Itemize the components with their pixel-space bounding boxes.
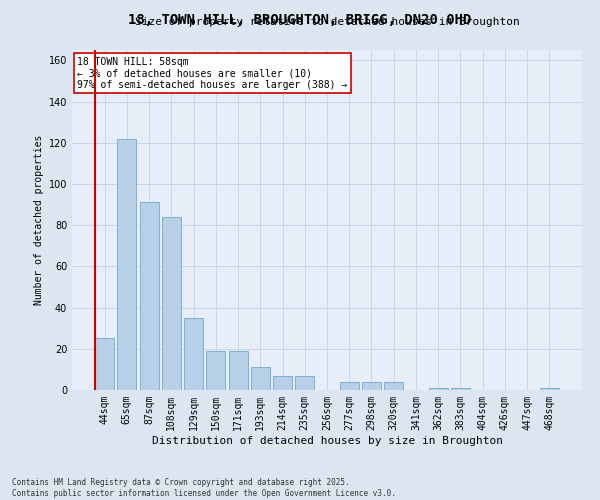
Bar [140, 202, 158, 390]
Text: 18, TOWN HILL, BROUGHTON, BRIGG, DN20 0HD: 18, TOWN HILL, BROUGHTON, BRIGG, DN20 0H… [128, 12, 472, 26]
Bar [273, 376, 292, 390]
Bar [118, 138, 136, 390]
Bar [184, 318, 203, 390]
Bar [295, 376, 314, 390]
Bar [162, 217, 181, 390]
Bar [384, 382, 403, 390]
Bar [206, 351, 225, 390]
Y-axis label: Number of detached properties: Number of detached properties [34, 135, 44, 305]
Bar [362, 382, 381, 390]
Bar [95, 338, 114, 390]
X-axis label: Distribution of detached houses by size in Broughton: Distribution of detached houses by size … [151, 436, 503, 446]
Title: Size of property relative to detached houses in Broughton: Size of property relative to detached ho… [134, 17, 520, 27]
Bar [251, 368, 270, 390]
Bar [340, 382, 359, 390]
Text: Contains HM Land Registry data © Crown copyright and database right 2025.
Contai: Contains HM Land Registry data © Crown c… [12, 478, 396, 498]
Bar [540, 388, 559, 390]
Bar [229, 351, 248, 390]
Bar [429, 388, 448, 390]
Text: 18 TOWN HILL: 58sqm
← 3% of detached houses are smaller (10)
97% of semi-detache: 18 TOWN HILL: 58sqm ← 3% of detached hou… [77, 57, 347, 90]
Bar [451, 388, 470, 390]
